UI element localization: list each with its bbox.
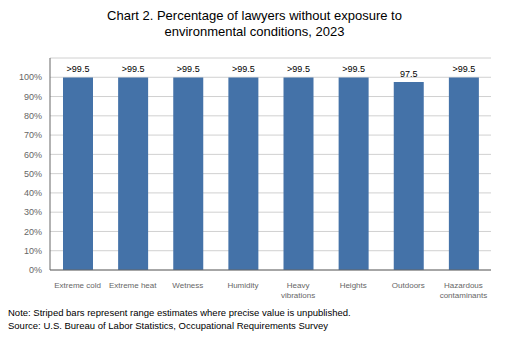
html-text:Chart 2. Percentage of lawyers: Chart 2. Percentage of lawyers without e… [107,8,402,23]
svg-text:30%: 30% [24,207,42,217]
html-text:environmental conditions, 2023: environmental conditions, 2023 [164,24,345,39]
svg-text:Heights: Heights [340,281,367,290]
svg-text:10%: 10% [24,246,42,256]
svg-text:>99.5: >99.5 [452,64,475,74]
svg-text:90%: 90% [24,92,42,102]
html-text:Source: U.S. Bureau of Labor S: Source: U.S. Bureau of Labor Statistics,… [8,320,328,331]
svg-text:>99.5: >99.5 [287,64,310,74]
svg-text:>99.5: >99.5 [122,64,145,74]
svg-text:Wetness: Wetness [172,281,203,290]
svg-text:70%: 70% [24,130,42,140]
svg-text:Humidity: Humidity [227,281,258,290]
svg-text:60%: 60% [24,150,42,160]
svg-text:20%: 20% [24,227,42,237]
svg-text:>99.5: >99.5 [177,64,200,74]
svg-text:40%: 40% [24,188,42,198]
svg-text:Hazardouscontaminants: Hazardouscontaminants [440,281,488,300]
svg-text:97.5: 97.5 [400,69,418,79]
svg-text:80%: 80% [24,111,42,121]
svg-text:Extreme heat: Extreme heat [109,281,157,290]
svg-text:Extreme cold: Extreme cold [54,281,101,290]
html-text:Note: Striped bars represent r: Note: Striped bars represent range estim… [8,307,351,318]
svg-text:50%: 50% [24,169,42,179]
svg-text:>99.5: >99.5 [342,64,365,74]
svg-text:Outdoors: Outdoors [392,281,425,290]
svg-text:0%: 0% [29,265,42,275]
svg-text:100%: 100% [19,72,42,82]
svg-text:Heavyvibrations: Heavyvibrations [281,281,315,300]
svg-text:>99.5: >99.5 [232,64,255,74]
svg-text:>99.5: >99.5 [67,64,90,74]
